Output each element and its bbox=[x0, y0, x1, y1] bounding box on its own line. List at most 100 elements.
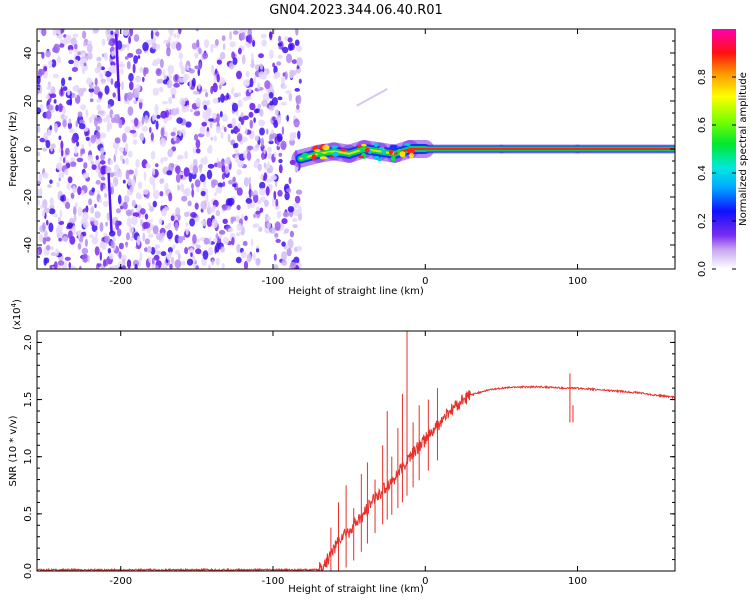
colorbar-tick-label: 0.8 bbox=[697, 69, 708, 85]
heatmap-noise-cell bbox=[234, 142, 239, 148]
heatmap-noise-cell bbox=[90, 91, 93, 98]
heatmap-noise-cell bbox=[208, 236, 212, 246]
heatmap-noise-cell bbox=[195, 265, 199, 269]
heatmap-noise-cell bbox=[125, 241, 128, 248]
heatmap-noise-cell bbox=[174, 259, 182, 269]
heatmap-noise-cell bbox=[58, 237, 62, 242]
heatmap-noise-cell bbox=[103, 52, 108, 61]
heatmap-noise-cell bbox=[280, 101, 288, 106]
signal-blob bbox=[391, 155, 396, 162]
heatmap-noise-cell bbox=[137, 98, 144, 103]
heatmap-noise-cell bbox=[129, 81, 134, 91]
y-tick-label: 0.5 bbox=[23, 506, 34, 522]
y-tick-label: 1.0 bbox=[23, 449, 34, 465]
heatmap-noise-cell bbox=[91, 236, 99, 245]
heatmap-noise-cell bbox=[200, 157, 204, 167]
heatmap-noise-cell bbox=[39, 187, 43, 198]
heatmap-noise-cell bbox=[131, 216, 138, 226]
heatmap-noise-cell bbox=[99, 241, 105, 249]
heatmap-noise-cell bbox=[193, 134, 199, 141]
heatmap-noise-cell bbox=[128, 73, 134, 82]
heatmap-noise-cell bbox=[58, 177, 61, 182]
heatmap-noise-cell bbox=[67, 89, 71, 96]
heatmap-noise-cell bbox=[269, 133, 273, 142]
heatmap-noise-cell bbox=[188, 68, 195, 74]
heatmap-noise-cell bbox=[170, 215, 175, 222]
heatmap-noise-cell bbox=[250, 190, 254, 197]
heatmap-noise-cell bbox=[240, 32, 246, 41]
heatmap-noise-cell bbox=[267, 146, 273, 153]
heatmap-noise-cell bbox=[221, 204, 228, 211]
heatmap-noise-cell bbox=[102, 259, 107, 267]
heatmap-noise-cell bbox=[74, 202, 78, 208]
x-tick-label: 0 bbox=[422, 276, 428, 287]
heatmap-noise-cell bbox=[185, 121, 192, 128]
signal-blob bbox=[319, 156, 328, 160]
heatmap-noise-cell bbox=[130, 119, 135, 124]
heatmap-noise-cell bbox=[203, 156, 208, 166]
heatmap-noise-cell bbox=[206, 169, 213, 180]
heatmap-noise-cell bbox=[133, 55, 139, 64]
heatmap-noise-cell bbox=[293, 121, 300, 127]
heatmap-noise-cell bbox=[184, 188, 191, 197]
heatmap-noise-cell bbox=[79, 265, 82, 269]
heatmap-noise-cell bbox=[266, 128, 269, 135]
heatmap-noise-cell bbox=[194, 202, 199, 210]
heatmap-noise-cell bbox=[103, 232, 108, 237]
heatmap-noise-cell bbox=[117, 228, 122, 237]
svg-text:(x104): (x104) bbox=[10, 299, 23, 330]
heatmap-noise-cell bbox=[173, 135, 177, 142]
heatmap-noise-cell bbox=[139, 66, 144, 73]
heatmap-noise-cell bbox=[294, 88, 300, 92]
heatmap-noise-cell bbox=[62, 236, 68, 243]
heatmap-noise-cell bbox=[99, 198, 102, 204]
heatmap-noise-cell bbox=[268, 92, 274, 99]
heatmap-noise-cell bbox=[139, 208, 146, 215]
heatmap-noise-cell bbox=[67, 122, 72, 130]
y-tick-label: -20 bbox=[23, 189, 34, 205]
heatmap-noise-cell bbox=[245, 70, 250, 78]
heatmap-noise-cell bbox=[155, 265, 159, 269]
heatmap-noise-cell bbox=[151, 257, 155, 265]
heatmap-noise-cell bbox=[139, 132, 145, 142]
heatmap-noise-cell bbox=[282, 46, 289, 54]
heatmap-noise-cell bbox=[121, 81, 124, 91]
heatmap-noise-cell bbox=[288, 177, 292, 184]
heatmap-noise-cell bbox=[99, 251, 103, 261]
heatmap-noise-cell bbox=[281, 241, 286, 247]
heatmap-noise-cell bbox=[278, 164, 283, 174]
heatmap-noise-cell bbox=[202, 110, 206, 119]
heatmap-noise-cell bbox=[69, 161, 77, 168]
heatmap-noise-cell bbox=[82, 58, 88, 63]
heatmap-noise-cell bbox=[62, 119, 67, 128]
heatmap-noise-cell bbox=[223, 126, 227, 133]
heatmap-noise-cell bbox=[47, 184, 52, 189]
heatmap-noise-cell bbox=[194, 65, 200, 70]
heatmap-noise-cell bbox=[107, 248, 112, 254]
heatmap-noise-cell bbox=[284, 192, 290, 201]
heatmap-noise-cell bbox=[236, 223, 242, 231]
heatmap-noise-cell bbox=[74, 94, 78, 98]
heatmap-noise-cell bbox=[278, 35, 282, 43]
heatmap-noise-cell bbox=[219, 52, 226, 60]
heatmap-noise-cell bbox=[142, 232, 146, 242]
heatmap-noise-cell bbox=[192, 146, 197, 154]
heatmap-noise-cell bbox=[273, 190, 277, 201]
heatmap-noise-cell bbox=[277, 117, 281, 125]
heatmap-noise-cell bbox=[39, 137, 46, 143]
heatmap-noise-cell bbox=[55, 104, 59, 112]
snr-panel: -200 -100 0 100 0.0 0.5 1.0 1.5 2.0 Height of s… bbox=[8, 299, 676, 595]
heatmap-noise-cell bbox=[42, 172, 49, 179]
signal-blob bbox=[332, 151, 340, 157]
heatmap-noise-cell bbox=[260, 173, 264, 181]
signal-blob bbox=[399, 151, 406, 158]
heatmap-noise-cell bbox=[177, 253, 181, 260]
heatmap-noise-cell bbox=[183, 97, 188, 102]
heatmap-noise-cell bbox=[102, 200, 110, 207]
heatmap-noise-cell bbox=[82, 30, 87, 39]
heatmap-noise-cell bbox=[118, 147, 124, 153]
heatmap-noise-cell bbox=[179, 171, 184, 176]
heatmap-noise-cell bbox=[76, 141, 80, 147]
heatmap-noise-cell bbox=[259, 108, 264, 117]
